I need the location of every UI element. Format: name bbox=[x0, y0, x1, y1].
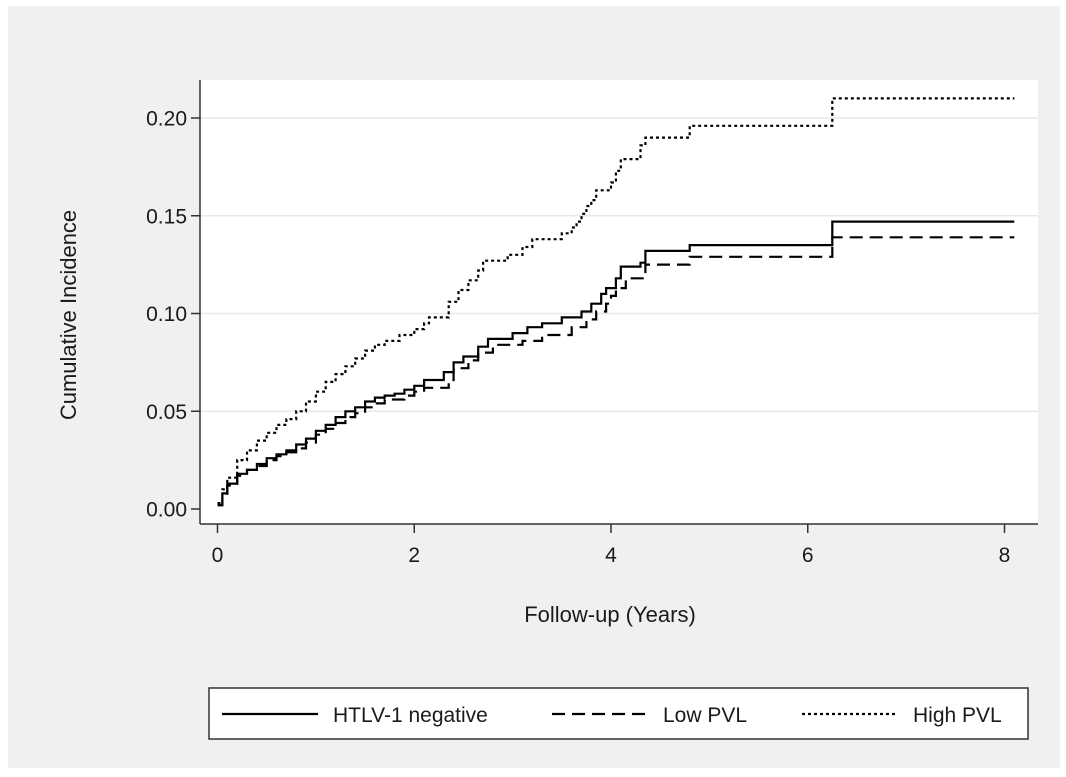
legend-label-dotted: High PVL bbox=[913, 704, 1002, 727]
legend-label-dashed: Low PVL bbox=[663, 704, 747, 727]
series-line-dotted bbox=[217, 97, 1015, 505]
x-tick-label-3: 6 bbox=[802, 544, 814, 567]
plot-area bbox=[200, 80, 1038, 524]
series-layer bbox=[217, 97, 1015, 507]
y-tick-label-4: 0.20 bbox=[146, 108, 187, 131]
series-line-solid bbox=[217, 220, 1015, 507]
x-tick-label-1: 2 bbox=[408, 544, 420, 567]
legend-label-solid: HTLV-1 negative bbox=[333, 704, 488, 727]
legend-items: HTLV-1 negative Low PVL High PVL bbox=[222, 704, 1002, 727]
y-axis-label: Cumulative Incidence bbox=[56, 210, 81, 420]
x-axis-label: Follow-up (Years) bbox=[524, 602, 696, 627]
y-tick-label-3: 0.15 bbox=[146, 205, 187, 228]
axes: 0.00 0.05 0.10 0.15 0.20 0 2 4 6 8 bbox=[146, 80, 1038, 567]
x-tick-label-4: 8 bbox=[999, 544, 1011, 567]
gridlines bbox=[200, 117, 1038, 412]
y-tick-label-0: 0.00 bbox=[146, 499, 187, 522]
y-tick-label-2: 0.10 bbox=[146, 303, 187, 326]
y-tick-label-1: 0.05 bbox=[146, 401, 187, 424]
legend: HTLV-1 negative Low PVL High PVL bbox=[208, 687, 1029, 740]
x-tick-label-0: 0 bbox=[212, 544, 224, 567]
x-tick-label-2: 4 bbox=[605, 544, 617, 567]
series-line-dashed bbox=[217, 236, 1015, 507]
